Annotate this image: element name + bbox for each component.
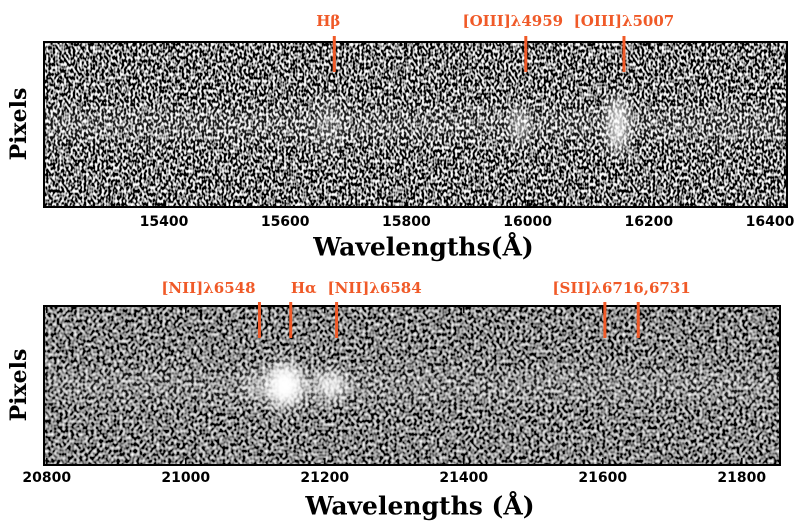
x-tick-label: 21600 [578,470,627,486]
x-tick-label: 21400 [439,470,488,486]
x-tick-label: 15600 [261,214,310,230]
line-label: [NII]λ6584 [327,279,421,297]
y-axis-label: Pixels [6,88,32,161]
continuum-trace [44,371,780,400]
x-tick-label: 16400 [746,214,795,230]
x-tick-label: 16000 [503,214,552,230]
x-tick-label: 21800 [717,470,766,486]
spectrum-image [44,42,787,207]
x-tick-label: 15400 [140,214,189,230]
emission-blob [513,106,526,143]
emission-blob [609,96,626,153]
x-tick-label: 21200 [300,470,349,486]
y-axis-label: Pixels [6,349,32,422]
line-label: [NII]λ6548 [161,279,255,297]
x-axis-label: Wavelengths (Å) [304,492,534,521]
axes-frame [43,305,781,466]
x-tick-label: 20800 [22,470,71,486]
x-tick-label: 16200 [624,214,673,230]
continuum-trace [44,110,787,139]
line-label: [SII]λ6716,6731 [552,279,690,297]
spectrum-image [44,306,780,465]
line-label: Hβ [316,12,340,30]
emission-blob [243,371,264,400]
axes-frame [43,41,788,208]
line-label: Hα [291,279,317,297]
emission-blob [318,94,339,155]
emission-blob [264,363,305,408]
emission-blob [314,371,347,400]
x-tick-label: 15800 [382,214,431,230]
line-label: [OIII]λ5007 [574,12,675,30]
x-tick-label: 21000 [161,470,210,486]
x-axis-label: Wavelengths(Å) [312,233,533,262]
line-label: [OIII]λ4959 [463,12,564,30]
